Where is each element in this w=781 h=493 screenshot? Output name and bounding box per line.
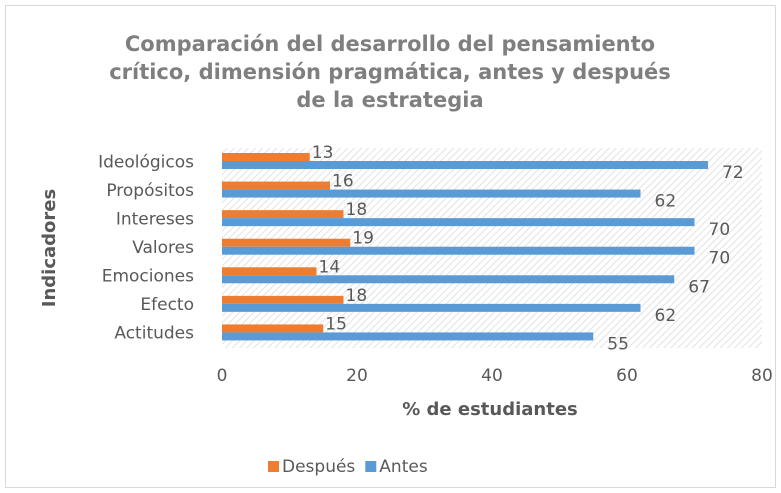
y-tick-label: Actitudes — [114, 324, 194, 344]
data-label: 13 — [312, 143, 334, 163]
chart-title: Comparación del desarrollo del pensamien… — [109, 32, 671, 112]
bar — [222, 275, 675, 284]
bar — [222, 332, 594, 341]
data-label: 55 — [607, 334, 629, 354]
data-label: 67 — [688, 277, 710, 297]
legend-swatch — [365, 461, 377, 472]
bar — [222, 303, 641, 312]
legend-label: Antes — [379, 457, 428, 477]
bar — [222, 153, 310, 161]
data-label: 19 — [352, 229, 374, 249]
bar — [222, 238, 351, 247]
bar — [222, 295, 344, 304]
data-label: 16 — [332, 172, 354, 192]
x-axis-label: % de estudiantes — [402, 399, 578, 420]
y-tick-label: Intereses — [116, 209, 194, 229]
data-label: 18 — [346, 200, 368, 220]
legend-swatch — [268, 461, 279, 472]
data-label: 62 — [655, 306, 677, 326]
legend-label: Después — [282, 457, 355, 477]
y-tick-label: Ideológicos — [98, 152, 194, 172]
bar — [222, 246, 695, 255]
data-label: 15 — [325, 314, 347, 334]
data-label: 70 — [709, 220, 731, 240]
bar — [222, 181, 330, 190]
x-tick-label: 0 — [217, 366, 228, 386]
bar — [222, 161, 708, 169]
bar — [222, 189, 641, 198]
bar — [222, 324, 324, 333]
data-label: 70 — [709, 249, 731, 269]
y-axis-label: Indicadores — [39, 189, 60, 307]
y-tick-label: Valores — [132, 238, 194, 258]
x-tick-label: 80 — [751, 366, 773, 386]
y-tick-label: Propósitos — [106, 181, 194, 201]
x-tick-label: 20 — [346, 366, 368, 386]
y-tick-label: Efecto — [140, 295, 194, 315]
x-tick-label: 60 — [616, 366, 638, 386]
data-label: 72 — [722, 163, 744, 183]
data-label: 62 — [655, 192, 677, 212]
data-label: 18 — [346, 286, 368, 306]
bar — [222, 218, 695, 227]
bar — [222, 267, 317, 276]
y-tick-label: Emociones — [102, 267, 194, 287]
data-label: 14 — [319, 257, 341, 277]
x-tick-label: 40 — [481, 366, 503, 386]
bar — [222, 210, 344, 219]
